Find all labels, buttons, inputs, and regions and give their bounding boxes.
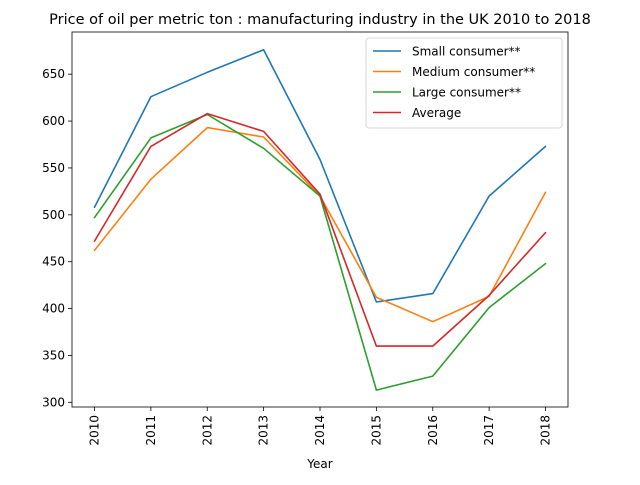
legend-label: Small consumer** — [412, 45, 521, 59]
x-tick-label: 2011 — [144, 415, 158, 446]
x-tick-label: 2015 — [369, 415, 383, 446]
x-tick-label: 2016 — [426, 415, 440, 446]
x-tick-label: 2013 — [257, 415, 271, 446]
x-tick-label: 2012 — [200, 415, 214, 446]
series-line — [93, 48, 547, 303]
x-axis-label: Year — [306, 457, 332, 471]
y-tick-label: 550 — [42, 161, 65, 175]
y-tick-label: 400 — [42, 302, 65, 316]
x-tick-label: 2017 — [482, 415, 496, 446]
legend-label: Average — [412, 106, 461, 120]
legend: Small consumer** Medium consumer** Large c… — [365, 37, 563, 129]
plot-area: 300 350 400 450 500 550 600 650 2010 2011 2012 2013… — [42, 31, 569, 446]
legend-label: Large consumer** — [412, 86, 521, 100]
y-tick-label: 600 — [42, 114, 65, 128]
chart-title: Price of oil per metric ton : manufactur… — [49, 12, 591, 28]
x-tick-label: 2010 — [88, 415, 102, 446]
series-line — [93, 113, 547, 391]
series-line — [93, 126, 547, 323]
series-line — [93, 112, 547, 347]
y-tick-label: 300 — [42, 395, 65, 409]
y-tick-label: 350 — [42, 348, 65, 362]
y-tick-label: 650 — [42, 67, 65, 81]
x-tick-label: 2014 — [313, 415, 327, 446]
y-tick-label: 450 — [42, 255, 65, 269]
legend-label: Medium consumer** — [412, 65, 535, 79]
x-tick-label: 2018 — [539, 415, 553, 446]
y-tick-label: 500 — [42, 208, 65, 222]
legend-box — [365, 37, 563, 129]
